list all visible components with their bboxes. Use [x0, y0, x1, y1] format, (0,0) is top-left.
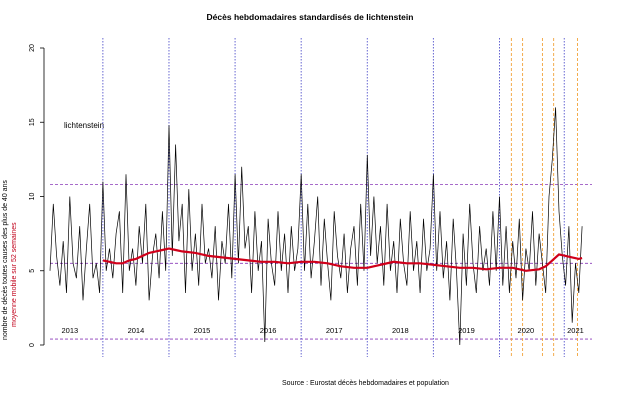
- chart-title: Décès hebdomadaires standardisés de lich…: [206, 12, 414, 22]
- y-tick-label-20: 20: [29, 44, 36, 52]
- y-tick-label-0: 0: [29, 343, 36, 347]
- y-tick-label-15: 15: [29, 118, 36, 126]
- year-label-2019: 2019: [458, 326, 475, 335]
- year-label-2017: 2017: [326, 326, 343, 335]
- year-label-2015: 2015: [194, 326, 211, 335]
- year-label-2020: 2020: [518, 326, 535, 335]
- source-note: Source : Eurostat décès hebdomadaires et…: [282, 380, 449, 387]
- year-label-2014: 2014: [128, 326, 145, 335]
- series-weekly-line: [49, 107, 583, 346]
- y-tick-label-5: 5: [29, 269, 36, 273]
- country-annotation: lichtenstein: [64, 121, 105, 130]
- year-label-2013: 2013: [61, 326, 78, 335]
- year-label-2021: 2021: [567, 326, 584, 335]
- year-label-2018: 2018: [392, 326, 409, 335]
- series-moving-average-line: [102, 247, 583, 272]
- y-tick-label-10: 10: [29, 193, 36, 201]
- year-label-2016: 2016: [260, 326, 277, 335]
